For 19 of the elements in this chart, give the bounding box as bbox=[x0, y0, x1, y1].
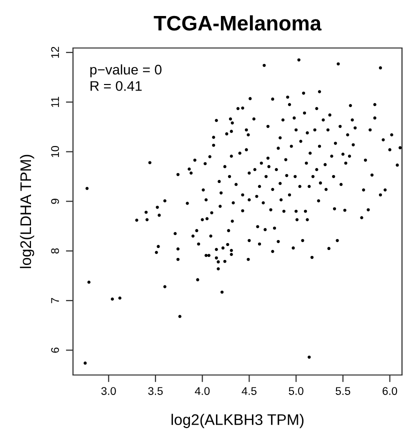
y-tick-label: 10 bbox=[51, 146, 59, 158]
x-tick-label: 4.5 bbox=[242, 387, 256, 395]
x-tick-label: 3.0 bbox=[101, 387, 116, 395]
annotation: R = 0.41 bbox=[90, 81, 142, 91]
x-tick-label: 5.0 bbox=[288, 387, 304, 395]
x-tick-label: 5.5 bbox=[336, 387, 350, 395]
x-axis-title: log2(ALKBH3 TPM) bbox=[172, 414, 304, 428]
x-tick-label: 4.0 bbox=[194, 387, 210, 395]
y-tick-label: 12 bbox=[51, 46, 59, 58]
chart-title: TCGA-Melanoma bbox=[154, 15, 322, 31]
x-tick-label: 6.0 bbox=[382, 387, 398, 395]
y-tick-label: 7 bbox=[51, 298, 59, 304]
y-axis-title: log2(LDHA TPM) bbox=[20, 154, 34, 268]
y-tick-label: 9 bbox=[51, 198, 59, 204]
annotation: p−value = 0 bbox=[90, 64, 162, 78]
y-tick-label: 8 bbox=[51, 248, 59, 254]
y-tick-label: 6 bbox=[51, 348, 59, 353]
x-tick-label: 3.5 bbox=[148, 387, 163, 395]
y-tick-label: 11 bbox=[51, 96, 59, 108]
